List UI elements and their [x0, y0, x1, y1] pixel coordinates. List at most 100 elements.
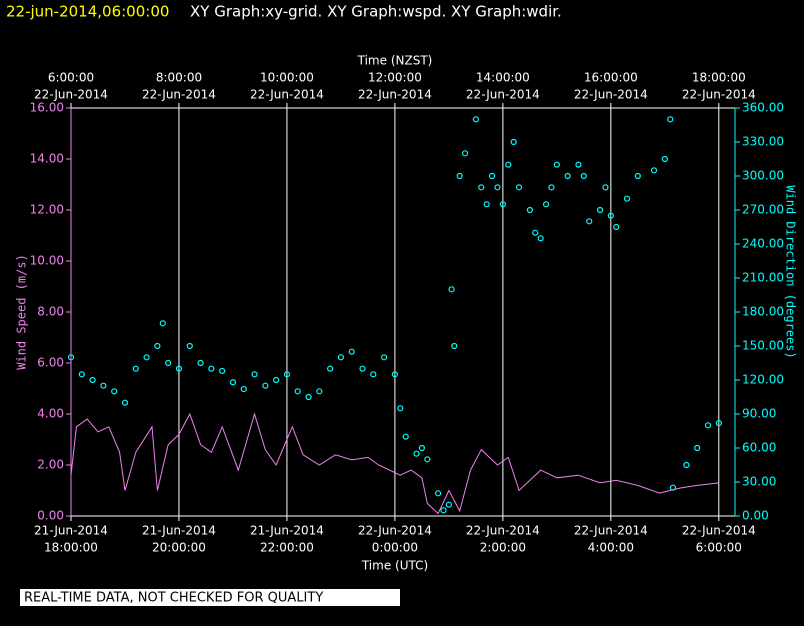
- direction-point: [683, 461, 690, 469]
- footer: REAL-TIME DATA, NOT CHECKED FOR QUALITY: [24, 591, 323, 606]
- x-tick-label: 21-Jun-2014: [250, 524, 324, 538]
- direction-point: [667, 116, 674, 123]
- y2-tick-label: 30.00: [742, 475, 776, 489]
- direction-point: [413, 450, 420, 457]
- y2-tick-label: 300.00: [742, 169, 784, 183]
- direction-point: [273, 376, 280, 384]
- direction-point: [575, 161, 582, 168]
- direction-point: [623, 195, 631, 202]
- direction-point: [553, 161, 560, 168]
- direction-point: [510, 138, 517, 146]
- direction-point: [488, 172, 496, 180]
- direction-point: [613, 223, 620, 231]
- direction-point: [494, 184, 501, 191]
- direction-point: [537, 235, 544, 242]
- y-tick-label: 2.00: [37, 458, 64, 472]
- direction-point: [596, 206, 604, 214]
- footer-box: [20, 589, 400, 606]
- y2-tick-label: 330.00: [742, 135, 784, 149]
- x-tick-label: 4:00:00: [588, 541, 634, 555]
- y2-tick-label: 90.00: [742, 407, 776, 421]
- direction-point: [348, 348, 355, 355]
- direction-point: [661, 155, 668, 163]
- y-tick-label: 12.00: [30, 203, 64, 217]
- direction-point: [121, 399, 129, 406]
- direction-point: [67, 354, 75, 361]
- top-x-tick-label: 22-Jun-2014: [466, 88, 540, 102]
- direction-point: [197, 359, 204, 367]
- direction-point: [532, 229, 539, 236]
- direction-point: [418, 444, 425, 452]
- direction-point: [111, 388, 118, 395]
- top-x-tick-label: 22-Jun-2014: [34, 88, 108, 102]
- chart-title: 22-jun-2014,06:00:00: [6, 3, 169, 21]
- y-tick-label: 16.00: [30, 101, 64, 115]
- direction-point: [219, 367, 226, 375]
- direction-point: [381, 354, 388, 361]
- y2-tick-label: 210.00: [742, 271, 784, 285]
- direction-point: [548, 184, 555, 191]
- direction-point: [478, 184, 485, 191]
- x-tick-label: 20:00:00: [152, 541, 206, 555]
- direction-point: [143, 354, 150, 361]
- direction-point: [208, 365, 215, 372]
- x-tick-label: 22-Jun-2014: [574, 524, 648, 538]
- y-tick-label: 10.00: [30, 254, 64, 268]
- direction-point: [634, 172, 641, 180]
- top-x-tick-label: 22-Jun-2014: [142, 88, 216, 102]
- y2-tick-label: 60.00: [742, 441, 776, 455]
- direction-point: [391, 371, 399, 378]
- direction-point: [434, 490, 442, 497]
- x-tick-label: 18:00:00: [44, 541, 98, 555]
- y2-tick-label: 120.00: [742, 373, 784, 387]
- direction-point: [650, 167, 658, 174]
- x-tick-label: 22-Jun-2014: [682, 524, 756, 538]
- x-tick-label: 6:00:00: [696, 541, 742, 555]
- y-tick-label: 8.00: [37, 305, 64, 319]
- direction-point: [359, 365, 366, 372]
- x-tick-label: 2:00:00: [480, 541, 526, 555]
- direction-point: [515, 184, 523, 191]
- direction-point: [402, 433, 409, 440]
- x-tick-label: 21-Jun-2014: [34, 524, 108, 538]
- direction-point: [451, 342, 458, 350]
- top-x-tick-label: 6:00:00: [48, 71, 94, 85]
- direction-point: [337, 354, 345, 361]
- y2-tick-label: 150.00: [742, 339, 784, 353]
- x-axis-title: Time (UTC): [361, 559, 428, 573]
- direction-point: [424, 456, 431, 463]
- direction-point: [602, 184, 609, 191]
- chart-subtitle: XY Graph:xy-grid. XY Graph:wspd. XY Grap…: [190, 3, 562, 21]
- x-tick-label: 0:00:00: [372, 541, 418, 555]
- top-x-tick-label: 14:00:00: [476, 71, 530, 85]
- x-tick-label: 22-Jun-2014: [466, 524, 540, 538]
- y-tick-label: 6.00: [37, 356, 64, 370]
- direction-point: [586, 218, 593, 225]
- y2-tick-label: 270.00: [742, 203, 784, 217]
- direction-point: [456, 172, 463, 180]
- y-tick-label: 14.00: [30, 152, 64, 166]
- y2-tick-label: 240.00: [742, 237, 784, 251]
- direction-point: [397, 405, 404, 412]
- direction-point: [704, 422, 712, 429]
- y-axis-title: Wind Speed (m/s): [15, 254, 29, 370]
- direction-point: [607, 212, 614, 219]
- direction-point: [370, 371, 377, 378]
- direction-point: [483, 201, 490, 208]
- direction-point: [669, 484, 677, 491]
- direction-point: [305, 393, 312, 401]
- direction-point: [159, 320, 166, 327]
- direction-point: [100, 382, 107, 389]
- direction-point: [89, 376, 96, 384]
- direction-point: [564, 172, 571, 180]
- direction-point: [499, 201, 506, 208]
- x-tick-label: 22:00:00: [260, 541, 314, 555]
- top-axis-title: Time (NZST): [357, 54, 433, 68]
- direction-point: [327, 365, 334, 372]
- direction-point: [229, 379, 237, 386]
- direction-point: [472, 116, 479, 123]
- direction-point: [294, 388, 301, 395]
- direction-point: [283, 371, 291, 378]
- direction-point: [186, 342, 193, 350]
